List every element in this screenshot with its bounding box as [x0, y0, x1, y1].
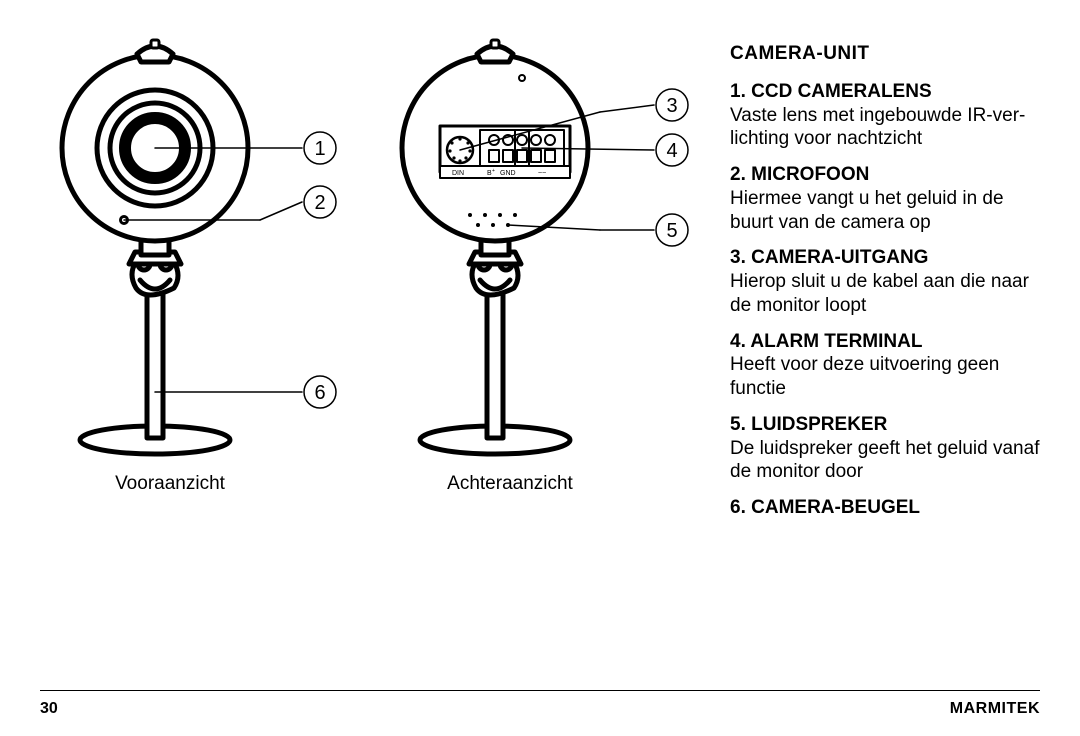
item-1-title: 1. CCD CAMERALENS [730, 80, 1040, 104]
label-din: DIN [452, 170, 464, 177]
camera-diagram-svg: DIN B + GND ~~ [40, 30, 700, 470]
description-column: CAMERA-UNIT 1. CCD CAMERALENS Vaste lens… [730, 42, 1040, 526]
callout-2: 2 [314, 192, 325, 214]
item-1-body: Vaste lens met ingebouwde IR-ver­lichtin… [730, 104, 1040, 152]
rear-view: DIN B + GND ~~ [402, 40, 654, 454]
callout-1: 1 [314, 138, 325, 160]
footer-brand: MARMITEK [950, 700, 1040, 718]
svg-text:~~: ~~ [538, 170, 546, 177]
caption-front: Vooraanzicht [100, 473, 240, 495]
manual-page: DIN B + GND ~~ [0, 0, 1080, 736]
callout-5: 5 [666, 220, 677, 242]
caption-rear: Achteraanzicht [440, 473, 580, 495]
item-4-body: Heeft voor deze uitvoering geen func­tie [730, 353, 1040, 401]
item-5-title: 5. LUIDSPREKER [730, 413, 1040, 437]
label-b-sup: + [492, 168, 495, 174]
item-5-body: De luidspreker geeft het geluid vanaf de… [730, 437, 1040, 485]
diagram-area: DIN B + GND ~~ [40, 30, 700, 500]
page-number: 30 [40, 700, 58, 718]
front-view [62, 40, 302, 454]
item-6-title: 6. CAMERA-BEUGEL [730, 496, 1040, 520]
item-2-body: Hiermee vangt u het geluid in de buurt v… [730, 187, 1040, 235]
footer-rule [40, 690, 1040, 691]
item-3-body: Hierop sluit u de kabel aan die naar de … [730, 270, 1040, 318]
item-3-title: 3. CAMERA-UITGANG [730, 246, 1040, 270]
section-title: CAMERA-UNIT [730, 42, 1040, 66]
item-2-title: 2. MICROFOON [730, 163, 1040, 187]
callout-4: 4 [666, 140, 677, 162]
item-4-title: 4. ALARM TERMINAL [730, 330, 1040, 354]
callout-3: 3 [666, 95, 677, 117]
label-gnd: GND [500, 170, 516, 177]
callout-6: 6 [314, 382, 325, 404]
